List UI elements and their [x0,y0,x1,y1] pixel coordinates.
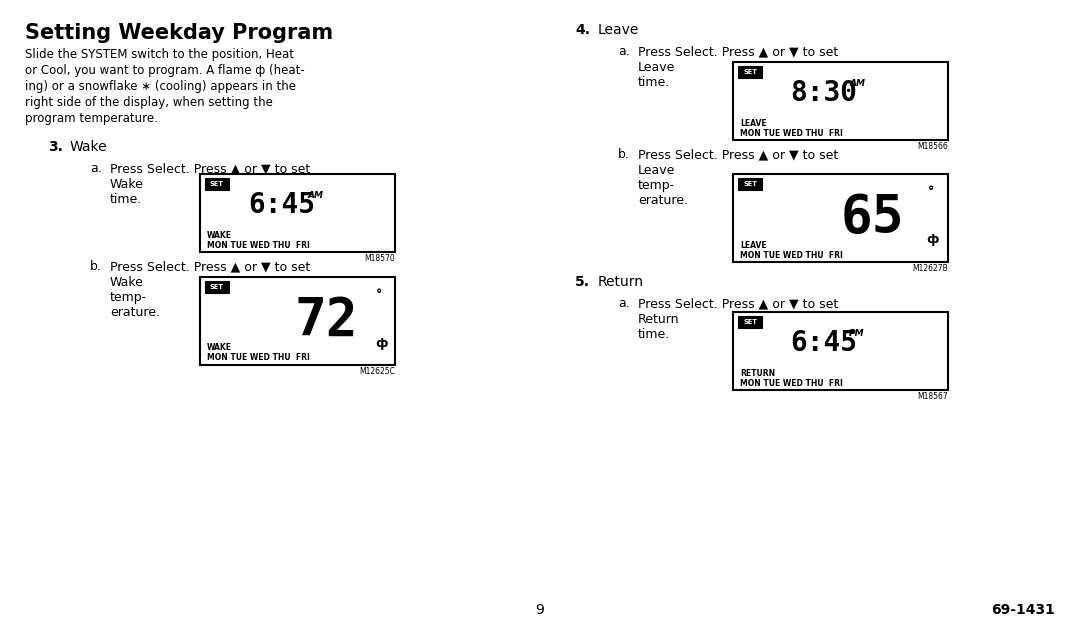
Text: right side of the display, when setting the: right side of the display, when setting … [25,96,273,109]
Text: Leave: Leave [638,61,675,74]
Text: Wake: Wake [70,140,108,154]
Bar [200,174,395,252]
Text: program temperature.: program temperature. [25,112,158,125]
Text: Leave: Leave [598,23,639,37]
Text: 5.: 5. [575,275,590,289]
Text: °: ° [928,185,934,198]
Text: Setting Weekday Program: Setting Weekday Program [25,23,333,43]
Text: Press Select. Press ▲ or ▼ to set: Press Select. Press ▲ or ▼ to set [110,162,310,175]
Text: Press Select. Press ▲ or ▼ to set: Press Select. Press ▲ or ▼ to set [638,297,838,310]
Bar [733,312,948,390]
Text: 69-1431: 69-1431 [991,603,1055,617]
Text: PM: PM [849,329,865,338]
Text: M18566: M18566 [917,142,948,151]
Text: MON TUE WED THU  FRI: MON TUE WED THU FRI [207,241,310,249]
Text: 6:45: 6:45 [248,191,315,219]
Text: 3.: 3. [48,140,63,154]
Text: Wake: Wake [110,276,144,289]
Text: RETURN: RETURN [740,369,775,377]
Text: Slide the SYSTEM switch to the position, Heat: Slide the SYSTEM switch to the position,… [25,48,294,61]
Bar [733,174,948,262]
Text: temp-: temp- [110,291,147,304]
Text: 6:45: 6:45 [789,329,856,357]
Text: SET: SET [743,181,757,187]
Text: b.: b. [618,148,630,161]
Text: Wake: Wake [110,178,144,191]
Text: 8:30: 8:30 [789,79,856,107]
Text: M12625C: M12625C [360,367,395,376]
Text: Return: Return [598,275,644,289]
Bar [205,281,229,293]
Text: WAKE: WAKE [207,231,232,239]
Text: SET: SET [210,284,224,290]
Text: AM: AM [849,79,865,88]
Text: 9: 9 [536,603,544,617]
Bar [733,62,948,140]
Text: Return: Return [638,313,679,326]
Text: a.: a. [90,162,102,175]
Text: a.: a. [618,297,630,310]
Text: LEAVE: LEAVE [740,241,767,249]
Text: erature.: erature. [110,306,160,319]
Text: SET: SET [743,319,757,325]
Text: time.: time. [638,328,671,341]
Text: time.: time. [110,193,143,206]
Text: MON TUE WED THU  FRI: MON TUE WED THU FRI [740,129,842,137]
Text: M18567: M18567 [917,392,948,401]
Text: ing) or a snowflake ∗ (cooling) appears in the: ing) or a snowflake ∗ (cooling) appears … [25,80,296,93]
Bar [205,178,229,190]
Text: M18570: M18570 [364,254,395,263]
Text: temp-: temp- [638,179,675,192]
Text: SET: SET [210,181,224,187]
Text: M12627B: M12627B [913,264,948,273]
Text: Press Select. Press ▲ or ▼ to set: Press Select. Press ▲ or ▼ to set [638,45,838,58]
Text: Press Select. Press ▲ or ▼ to set: Press Select. Press ▲ or ▼ to set [110,260,310,273]
Bar [200,277,395,365]
Text: °: ° [376,288,382,301]
Text: Press Select. Press ▲ or ▼ to set: Press Select. Press ▲ or ▼ to set [638,148,838,161]
Bar [738,178,762,190]
Text: or Cool, you want to program. A flame ф (heat-: or Cool, you want to program. A flame ф … [25,64,305,77]
Text: erature.: erature. [638,194,688,207]
Text: 4.: 4. [575,23,590,37]
Text: b.: b. [90,260,102,273]
Bar [738,316,762,328]
Text: LEAVE: LEAVE [740,118,767,127]
Text: MON TUE WED THU  FRI: MON TUE WED THU FRI [740,251,842,260]
Text: AM: AM [308,192,324,200]
Text: a.: a. [618,45,630,58]
Text: 72: 72 [295,295,359,347]
Text: time.: time. [638,76,671,89]
Bar [738,66,762,78]
Text: SET: SET [743,69,757,75]
Text: Leave: Leave [638,164,675,177]
Text: WAKE: WAKE [207,343,232,353]
Text: 65: 65 [841,192,905,244]
Text: MON TUE WED THU  FRI: MON TUE WED THU FRI [740,379,842,387]
Text: MON TUE WED THU  FRI: MON TUE WED THU FRI [207,353,310,362]
Text: ф: ф [927,234,940,246]
Text: ф: ф [375,336,388,350]
